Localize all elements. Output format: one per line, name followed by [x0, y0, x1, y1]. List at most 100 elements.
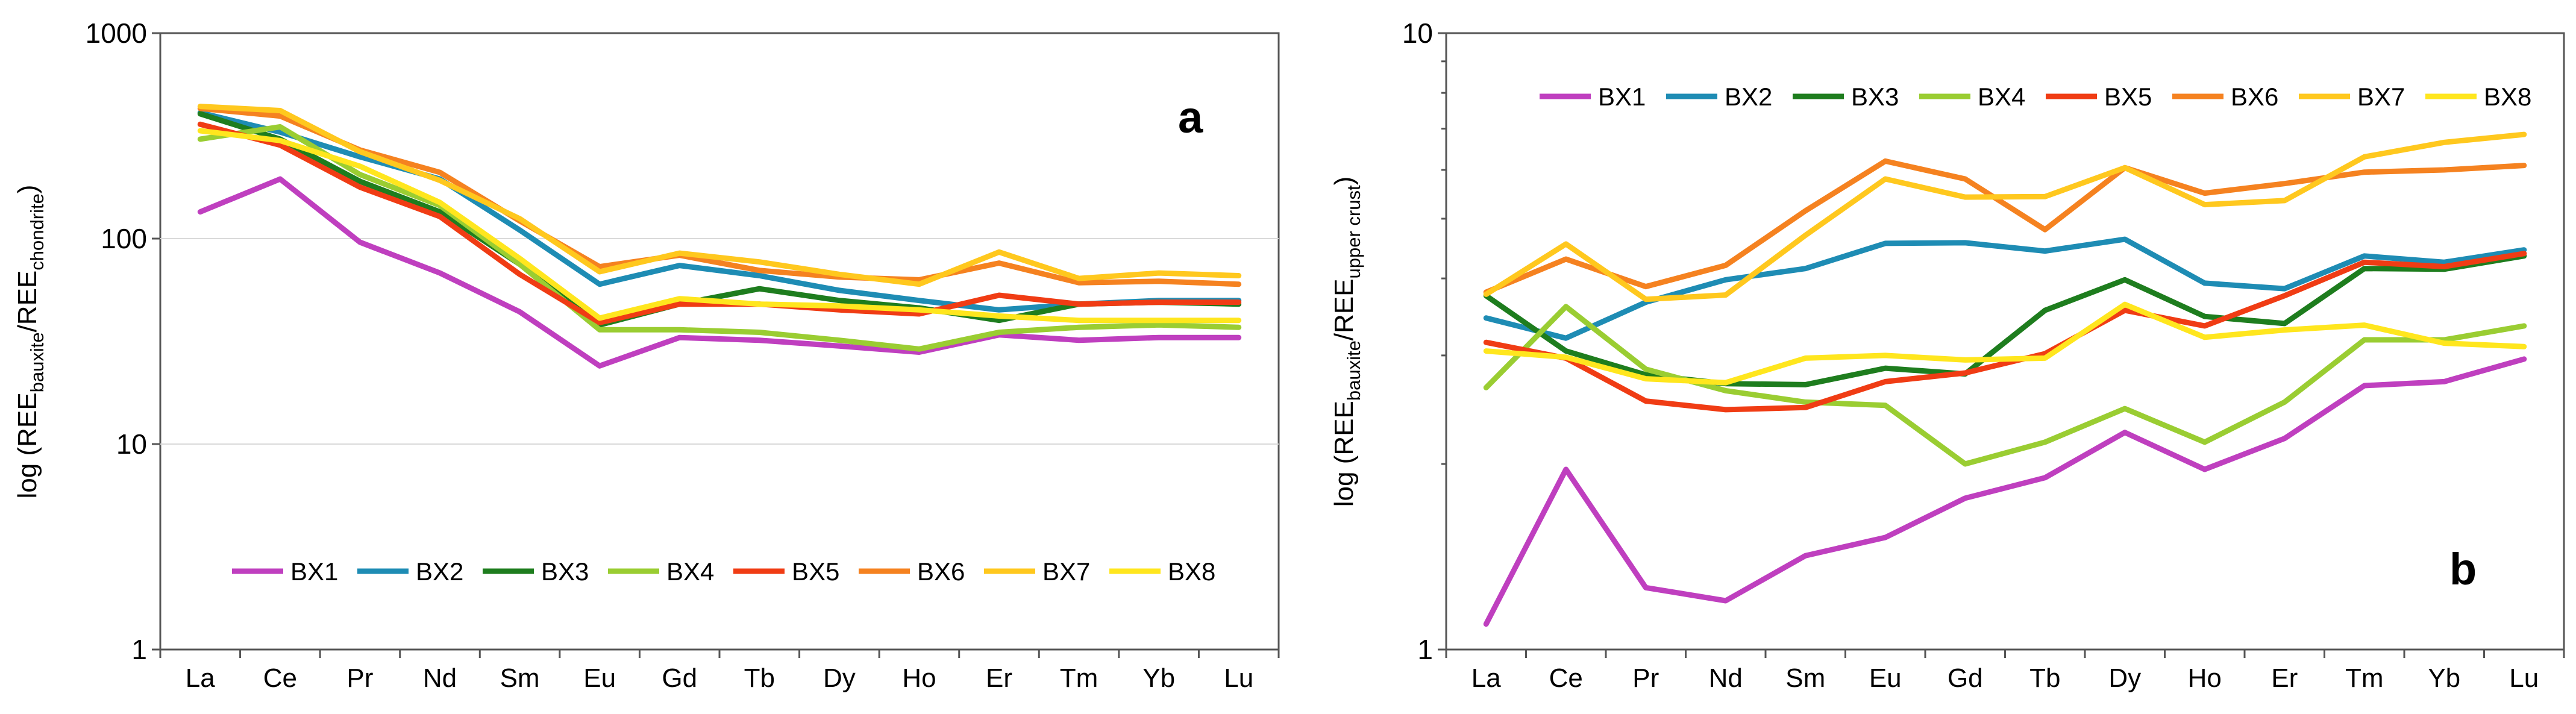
x-tick-label-la: La	[1471, 663, 1501, 693]
legend-item-bx1: BX1	[1540, 83, 1646, 111]
y-axis-label-mid: /REE	[1329, 278, 1359, 340]
legend-label: BX4	[1978, 83, 2025, 111]
legend-label: BX2	[1725, 83, 1772, 111]
x-tick-label-gd: Gd	[662, 663, 697, 693]
x-tick-label-la: La	[186, 663, 215, 693]
series-line-bx1	[197, 176, 1242, 369]
legend: BX1 BX2 BX3 BX4 BX5 BX6 BX7 BX8	[232, 557, 1215, 586]
x-tick-label-pr: Pr	[1632, 663, 1659, 693]
legend-label: BX1	[290, 557, 338, 586]
legend-item-bx2: BX2	[1666, 83, 1772, 111]
x-tick-label-yb: Yb	[2428, 663, 2460, 693]
legend-label: BX7	[2357, 83, 2405, 111]
legend-item-bx4: BX4	[1919, 83, 2025, 111]
x-tick-label-tb: Tb	[744, 663, 775, 693]
y-axis-label-sub1: bauxite	[1343, 340, 1364, 401]
series-line-bx7	[1483, 131, 2527, 302]
y-tick-label: 1	[1417, 634, 1433, 665]
x-tick-label-tm: Tm	[2345, 663, 2384, 693]
x-tick-label-lu: Lu	[1224, 663, 1253, 693]
x-axis-ticks: La Ce Pr Nd Sm Eu Gd Tb Dy Ho Er Tm Yb Lu	[159, 650, 1280, 693]
legend-item-bx5: BX5	[733, 557, 839, 586]
x-tick-label-ce: Ce	[263, 663, 297, 693]
x-tick-label-sm: Sm	[1785, 663, 1825, 693]
legend-label: BX2	[416, 557, 463, 586]
y-tick-label: 10	[1402, 17, 1433, 49]
legend-label: BX4	[666, 557, 714, 586]
x-tick-label-lu: Lu	[2509, 663, 2539, 693]
x-tick-label-nd: Nd	[1709, 663, 1743, 693]
legend-item-bx4: BX4	[608, 557, 714, 586]
legend: BX1 BX2 BX3 BX4 BX5 BX6 BX7 BX8	[1540, 83, 2531, 111]
x-tick-label-dy: Dy	[823, 663, 856, 693]
legend-label: BX6	[2231, 83, 2278, 111]
series-lines	[197, 104, 1242, 369]
legend-item-bx8: BX8	[2425, 83, 2531, 111]
x-tick-label-sm: Sm	[500, 663, 540, 693]
panel-label-b: b	[2449, 544, 2477, 594]
legend-item-bx2: BX2	[357, 557, 463, 586]
series-line-bx4	[197, 124, 1242, 352]
x-tick-label-tb: Tb	[2029, 663, 2060, 693]
legend-item-bx6: BX6	[859, 557, 965, 586]
y-axis-label-end: )	[13, 185, 42, 194]
x-axis-ticks: La Ce Pr Nd Sm Eu Gd Tb Dy Ho Er Tm Yb Lu	[1445, 650, 2565, 693]
y-axis-label-main: log (REE	[13, 392, 42, 498]
y-tick-label: 1000	[86, 17, 147, 49]
legend-label: BX8	[2484, 83, 2531, 111]
legend-label: BX3	[541, 557, 589, 586]
legend-item-bx1: BX1	[232, 557, 338, 586]
chart-panel-b: 1 10 La Ce Pr Nd Sm Eu Gd Tb Dy Ho Er Tm Yb Lu log (RE…	[1329, 17, 2565, 693]
x-tick-label-ho: Ho	[902, 663, 936, 693]
x-tick-label-nd: Nd	[423, 663, 457, 693]
x-tick-label-ce: Ce	[1549, 663, 1583, 693]
y-tick-label: 10	[116, 428, 147, 460]
x-tick-label-tm: Tm	[1060, 663, 1098, 693]
legend-label: BX3	[1851, 83, 1899, 111]
legend-item-bx7: BX7	[984, 557, 1090, 586]
y-axis-label-main: log (REE	[1329, 401, 1359, 507]
x-tick-label-dy: Dy	[2108, 663, 2141, 693]
y-tick-label: 1	[131, 634, 147, 665]
y-axis-ticks: 1 10	[1402, 17, 1446, 665]
gridlines	[160, 238, 1279, 445]
x-tick-label-yb: Yb	[1142, 663, 1175, 693]
y-axis-label-mid: /REE	[13, 271, 42, 333]
series-lines	[1483, 131, 2527, 627]
legend-label: BX7	[1042, 557, 1090, 586]
legend-item-bx8: BX8	[1109, 557, 1215, 586]
legend-label: BX5	[2104, 83, 2152, 111]
x-tick-label-eu: Eu	[1869, 663, 1902, 693]
x-tick-label-er: Er	[2271, 663, 2298, 693]
y-tick-label: 100	[101, 223, 147, 254]
legend-label: BX5	[792, 557, 839, 586]
y-axis-label-sub1: bauxite	[27, 332, 48, 392]
series-line-bx1	[1483, 356, 2527, 627]
series-line-bx3	[197, 111, 1242, 328]
legend-item-bx3: BX3	[1793, 83, 1899, 111]
y-axis-label: log (REEbauxite/REEchondrite)	[13, 185, 48, 499]
y-axis-label-sub2: chondrite	[27, 193, 48, 271]
legend-label: BX8	[1168, 557, 1215, 586]
x-tick-label-ho: Ho	[2188, 663, 2222, 693]
legend-label: BX6	[917, 557, 965, 586]
panel-label-a: a	[1178, 92, 1203, 142]
series-line-bx3	[1483, 253, 2527, 387]
series-line-bx6	[1483, 158, 2527, 295]
x-tick-label-er: Er	[986, 663, 1012, 693]
series-line-bx5	[1483, 251, 2527, 413]
x-tick-label-gd: Gd	[1948, 663, 1983, 693]
series-line-bx7	[197, 104, 1242, 287]
y-axis-label: log (REEbauxite/REEupper crust)	[1329, 177, 1364, 507]
series-line-bx8	[1483, 301, 2527, 386]
series-line-bx4	[1483, 304, 2527, 467]
legend-item-bx3: BX3	[483, 557, 589, 586]
y-axis-label-end: )	[1329, 177, 1359, 186]
y-axis-label-sub2: upper crust	[1343, 185, 1364, 278]
legend-item-bx6: BX6	[2172, 83, 2278, 111]
x-tick-label-pr: Pr	[346, 663, 373, 693]
x-tick-label-eu: Eu	[583, 663, 616, 693]
y-axis-ticks: 1 10 100 1000	[86, 17, 160, 665]
